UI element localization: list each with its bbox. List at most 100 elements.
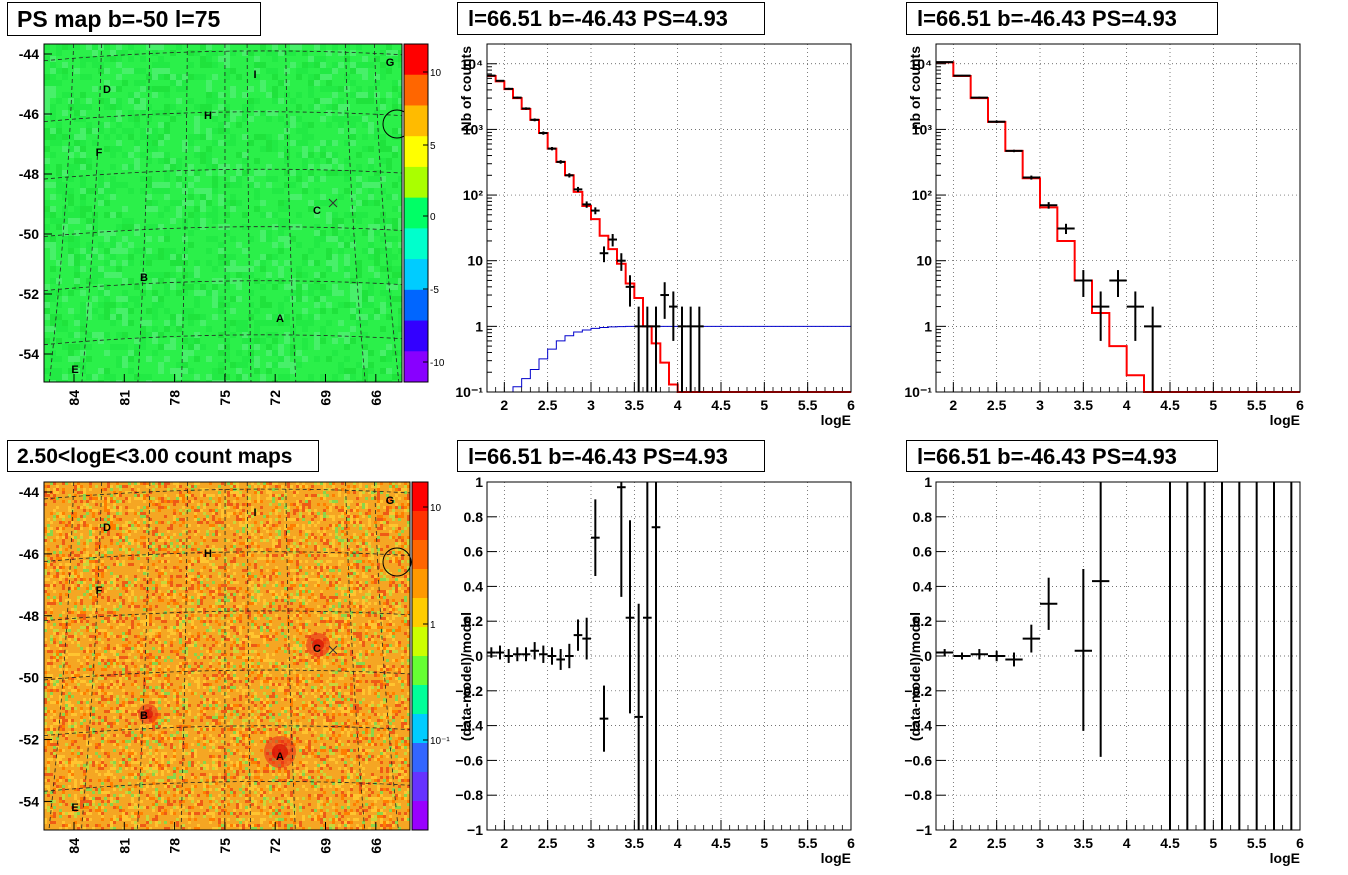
cross-marker — [328, 198, 338, 208]
spectrum-xtick-label: 3.5 — [625, 397, 645, 413]
latitude-line — [43, 725, 411, 736]
source-label: G — [386, 495, 395, 507]
residual-data-point — [495, 645, 505, 660]
spectrum-ylabel: Nb of counts — [458, 46, 474, 132]
residual-xtick-label: 3.5 — [625, 835, 645, 851]
map-xtick-label: 81 — [116, 390, 132, 406]
spectrum-data-point — [521, 107, 531, 110]
colorbar-segment — [412, 540, 428, 570]
spectrum-fine-data-point — [1057, 223, 1075, 235]
spectrum-fine-data-point — [1144, 306, 1162, 392]
spectrum-frame — [486, 43, 852, 393]
residual-fine-data-point — [1074, 569, 1092, 731]
residual-data-point — [521, 647, 531, 662]
residual-data-point — [513, 647, 522, 662]
longitude-line — [246, 43, 252, 383]
spectrum-xtick-label: 2 — [500, 397, 508, 413]
spectrum-fine-data-point — [1109, 270, 1127, 297]
source-label: A — [276, 751, 284, 763]
longitude-line — [81, 43, 102, 383]
map-ytick-label: -44 — [19, 484, 39, 500]
residual-xtick-label: 4.5 — [711, 835, 731, 851]
residual-xtick-label: 2.5 — [538, 835, 558, 851]
residual-fine-xtick-label: 6 — [1296, 835, 1304, 851]
spectrum-fine-data-point — [988, 120, 1006, 124]
spectrum-data-point — [530, 118, 539, 122]
residual-data-point — [565, 643, 574, 669]
residual-xtick-label: 5 — [760, 835, 768, 851]
colorbar-segment — [404, 228, 428, 260]
latitude-line — [43, 168, 403, 180]
spectrum-data-point — [582, 201, 591, 208]
spectrum-xtick-label: 2.5 — [538, 397, 558, 413]
colorbar-frame — [403, 43, 429, 383]
residual-fine-ytick-label: −0.4 — [904, 718, 932, 734]
residual-fine-xtick-label: 4 — [1123, 835, 1131, 851]
spectrum-data-point — [513, 96, 522, 99]
residual-data-point — [504, 649, 513, 663]
map-xtick-label: 72 — [267, 838, 283, 854]
spectrum-plot: 2 2.5 3 3.5 4 4.5 5 5.5 6 10⁻¹ 1 10 10² 10³ 10⁴ logE Nb … — [455, 43, 855, 428]
spectrum-data-point — [695, 306, 704, 392]
residual-fine-xtick-label: 2 — [949, 835, 957, 851]
residual-plot-area — [487, 482, 851, 830]
residual-fine-data-point — [936, 649, 954, 656]
spectrum-xtick-label: 4 — [674, 397, 682, 413]
residual-ylabel: (data-model)/model — [458, 612, 474, 741]
spectrum-data-point — [599, 246, 609, 263]
residual-data-point — [651, 482, 661, 830]
source-label: A — [276, 313, 284, 325]
spectrum-fine-xtick-label: 4 — [1123, 397, 1131, 413]
residual-fine-data-point — [1005, 652, 1023, 667]
residual-title: l=66.51 b=-46.43 PS=4.93 — [457, 440, 765, 472]
residual-data-point — [556, 649, 565, 670]
latitude-line — [43, 610, 411, 622]
spectrum-fine-ytick-label: 10³ — [912, 121, 933, 137]
residual-fine-ytick-label: 1 — [924, 474, 932, 490]
spectrum-fine-ytick-label: 10 — [916, 253, 932, 269]
spectrum-fine-data-point — [1022, 175, 1040, 180]
spectrum-fine-xtick-label: 3.5 — [1074, 397, 1094, 413]
colorbar-segment — [404, 351, 428, 383]
residual-fine-ytick-label: −0.8 — [904, 787, 932, 803]
map-xtick-label: 69 — [318, 838, 334, 854]
spectrum-fine-ylabel: nb of counts — [907, 46, 923, 130]
spectrum-data-point — [660, 282, 669, 319]
residual-plot: 2 2.5 3 3.5 4 4.5 5 5.5 6 1 0.8 0.6 0.4 0.2 0 −0.2 −0.4 −… — [455, 474, 855, 866]
source-core — [272, 744, 288, 760]
spectrum-fine-plot-area — [936, 44, 1300, 392]
residual-data-point — [643, 482, 652, 830]
longitude-line — [345, 43, 366, 383]
source-core — [312, 639, 324, 651]
latitude-line — [43, 111, 403, 122]
map-xtick-label: 66 — [368, 838, 384, 854]
colorbar-segment — [412, 656, 428, 686]
spectrum-ytick-label: 10 — [467, 253, 483, 269]
spectrum-data-point — [565, 173, 574, 178]
source-label: D — [103, 522, 111, 534]
residual-fine-xtick-label: 5 — [1209, 835, 1217, 851]
residual-fine-ytick-label: −0.6 — [904, 752, 932, 768]
map-ytick-label: -54 — [19, 793, 39, 809]
residual-data-point — [625, 520, 635, 714]
spectrum-data-point — [504, 87, 513, 90]
colorbar-tick-label: 10 — [430, 503, 442, 514]
spectrum-fine-xtick-label: 2 — [949, 397, 957, 413]
residual-data-point — [582, 617, 591, 660]
source-label: E — [71, 802, 78, 814]
longitude-line — [49, 43, 74, 383]
spectrum-data-point — [608, 234, 617, 247]
source-label: I — [253, 69, 256, 81]
residual-xlabel: logE — [821, 850, 851, 866]
residual-xtick-label: 5.5 — [798, 835, 818, 851]
residual-xtick-label: 2 — [500, 835, 508, 851]
source-label: B — [140, 272, 148, 284]
spectrum-fine-data-point — [970, 96, 988, 99]
longitude-line — [285, 43, 297, 383]
longitude-line — [285, 481, 296, 831]
spectrum-title: l=66.51 b=-46.43 PS=4.93 — [457, 2, 765, 35]
map-ytick-label: -52 — [19, 286, 39, 302]
colorbar-segment — [412, 772, 428, 802]
colorbar-segment — [412, 801, 428, 831]
source-label: E — [71, 364, 78, 376]
